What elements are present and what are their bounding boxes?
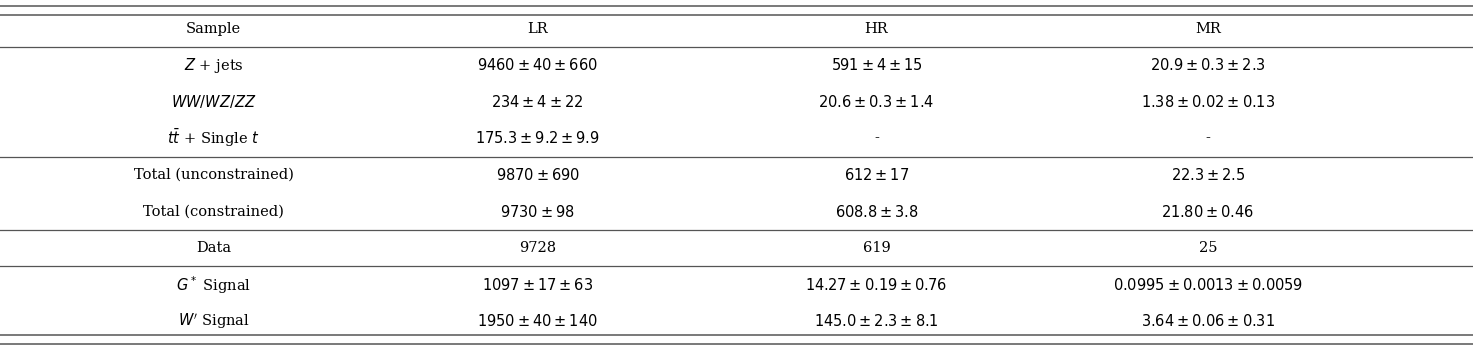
Text: $1950 \pm 40 \pm 140$: $1950 \pm 40 \pm 140$ bbox=[477, 313, 598, 329]
Text: $9870 \pm 690$: $9870 \pm 690$ bbox=[495, 167, 580, 183]
Text: HR: HR bbox=[865, 22, 888, 36]
Text: $G^*$ Signal: $G^*$ Signal bbox=[175, 274, 252, 295]
Text: $WW/WZ/ZZ$: $WW/WZ/ZZ$ bbox=[171, 93, 256, 110]
Text: $Z$ + jets: $Z$ + jets bbox=[184, 56, 243, 75]
Text: 619: 619 bbox=[863, 241, 890, 255]
Text: $9730 \pm 98$: $9730 \pm 98$ bbox=[501, 204, 574, 219]
Text: $20.9 \pm 0.3 \pm 2.3$: $20.9 \pm 0.3 \pm 2.3$ bbox=[1150, 57, 1265, 74]
Text: 9728: 9728 bbox=[518, 241, 557, 255]
Text: Total (constrained): Total (constrained) bbox=[143, 204, 284, 218]
Text: $612 \pm 17$: $612 \pm 17$ bbox=[844, 167, 909, 183]
Text: $591 \pm 4 \pm 15$: $591 \pm 4 \pm 15$ bbox=[831, 57, 922, 74]
Text: MR: MR bbox=[1195, 22, 1221, 36]
Text: -: - bbox=[1205, 132, 1211, 146]
Text: $0.0995 \pm 0.0013 \pm 0.0059$: $0.0995 \pm 0.0013 \pm 0.0059$ bbox=[1114, 276, 1302, 293]
Text: $14.27 \pm 0.19 \pm 0.76$: $14.27 \pm 0.19 \pm 0.76$ bbox=[806, 276, 947, 293]
Text: Data: Data bbox=[196, 241, 231, 255]
Text: $1097 \pm 17 \pm 63$: $1097 \pm 17 \pm 63$ bbox=[482, 276, 594, 293]
Text: LR: LR bbox=[527, 22, 548, 36]
Text: $1.38 \pm 0.02 \pm 0.13$: $1.38 \pm 0.02 \pm 0.13$ bbox=[1140, 94, 1276, 110]
Text: $20.6 \pm 0.3 \pm 1.4$: $20.6 \pm 0.3 \pm 1.4$ bbox=[819, 94, 934, 110]
Text: $175.3 \pm 9.2 \pm 9.9$: $175.3 \pm 9.2 \pm 9.9$ bbox=[476, 131, 600, 146]
Text: $234 \pm 4 \pm 22$: $234 \pm 4 \pm 22$ bbox=[492, 94, 583, 110]
Text: Sample: Sample bbox=[186, 22, 242, 36]
Text: $3.64 \pm 0.06 \pm 0.31$: $3.64 \pm 0.06 \pm 0.31$ bbox=[1140, 313, 1276, 329]
Text: Total (unconstrained): Total (unconstrained) bbox=[134, 168, 293, 182]
Text: $145.0 \pm 2.3 \pm 8.1$: $145.0 \pm 2.3 \pm 8.1$ bbox=[815, 313, 938, 329]
Text: $21.80 \pm 0.46$: $21.80 \pm 0.46$ bbox=[1161, 204, 1255, 219]
Text: $W'$ Signal: $W'$ Signal bbox=[178, 312, 249, 331]
Text: $t\bar{t}$ + Single $t$: $t\bar{t}$ + Single $t$ bbox=[168, 127, 259, 149]
Text: 25: 25 bbox=[1199, 241, 1217, 255]
Text: $608.8 \pm 3.8$: $608.8 \pm 3.8$ bbox=[835, 204, 918, 219]
Text: $9460 \pm 40 \pm 660$: $9460 \pm 40 \pm 660$ bbox=[477, 57, 598, 74]
Text: $22.3 \pm 2.5$: $22.3 \pm 2.5$ bbox=[1171, 167, 1245, 183]
Text: -: - bbox=[873, 132, 879, 146]
